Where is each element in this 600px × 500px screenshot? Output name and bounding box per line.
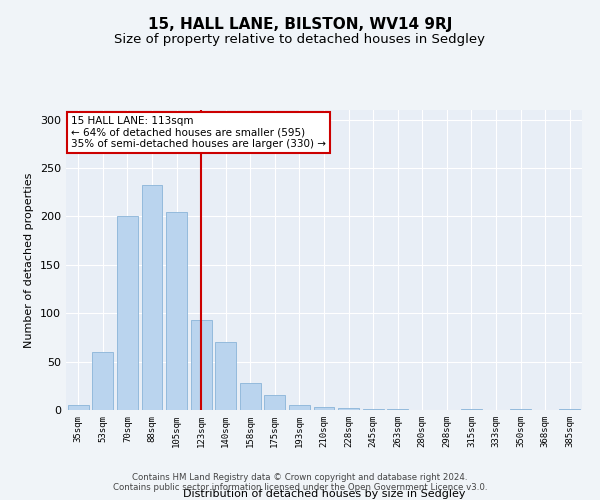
Text: 15 HALL LANE: 113sqm
← 64% of detached houses are smaller (595)
35% of semi-deta: 15 HALL LANE: 113sqm ← 64% of detached h… — [71, 116, 326, 149]
Bar — [166, 212, 187, 410]
Bar — [461, 409, 482, 410]
Text: Contains public sector information licensed under the Open Government Licence v3: Contains public sector information licen… — [113, 484, 487, 492]
Text: Contains HM Land Registry data © Crown copyright and database right 2024.: Contains HM Land Registry data © Crown c… — [132, 474, 468, 482]
Bar — [338, 408, 359, 410]
Y-axis label: Number of detached properties: Number of detached properties — [25, 172, 34, 348]
Bar — [510, 409, 531, 410]
Bar — [240, 383, 261, 410]
Bar — [265, 396, 286, 410]
Bar — [117, 216, 138, 410]
Bar — [289, 405, 310, 410]
Bar — [92, 352, 113, 410]
Bar — [68, 405, 89, 410]
Bar — [387, 409, 408, 410]
Bar — [314, 407, 334, 410]
X-axis label: Distribution of detached houses by size in Sedgley: Distribution of detached houses by size … — [183, 489, 465, 499]
Bar — [191, 320, 212, 410]
Text: 15, HALL LANE, BILSTON, WV14 9RJ: 15, HALL LANE, BILSTON, WV14 9RJ — [148, 18, 452, 32]
Bar — [362, 409, 383, 410]
Text: Size of property relative to detached houses in Sedgley: Size of property relative to detached ho… — [115, 32, 485, 46]
Bar — [559, 409, 580, 410]
Bar — [215, 342, 236, 410]
Bar — [142, 184, 163, 410]
